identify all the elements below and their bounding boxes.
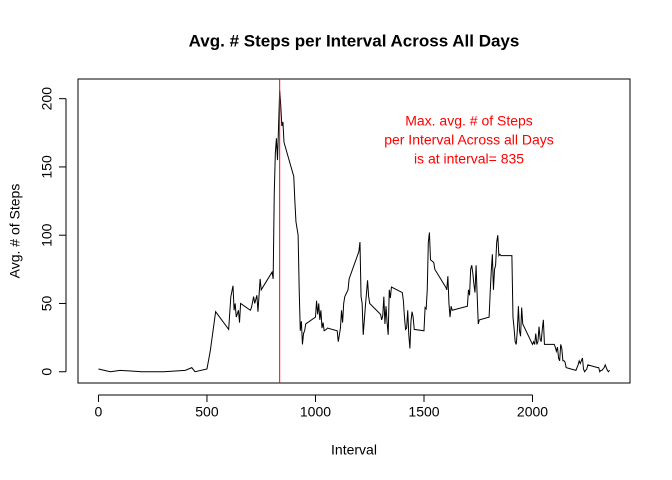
- y-tick-label: 100: [39, 223, 55, 247]
- annotation: Max. avg. # of Steps: [405, 113, 533, 129]
- y-tick-label: 50: [39, 295, 55, 311]
- x-tick-label: 2000: [517, 404, 548, 420]
- x-axis-label: Interval: [331, 442, 377, 458]
- data-line: [98, 90, 610, 373]
- chart-title: Avg. # Steps per Interval Across All Day…: [189, 31, 520, 50]
- x-tick-label: 500: [195, 404, 219, 420]
- x-tick-label: 0: [95, 404, 103, 420]
- y-tick-label: 200: [39, 87, 55, 111]
- y-tick-label: 0: [39, 368, 55, 376]
- plot-box: [77, 78, 631, 384]
- x-tick-label: 1000: [300, 404, 331, 420]
- y-tick-label: 150: [39, 155, 55, 179]
- y-axis-label: Avg. # of Steps: [7, 184, 23, 279]
- x-tick-label: 1500: [408, 404, 439, 420]
- annotation: per Interval Across all Days: [384, 132, 554, 148]
- annotation: is at interval= 835: [414, 151, 524, 167]
